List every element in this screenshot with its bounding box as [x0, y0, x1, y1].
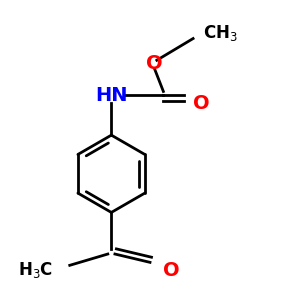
- Text: O: O: [164, 261, 180, 280]
- Text: O: O: [146, 54, 163, 73]
- Text: H$_3$C: H$_3$C: [18, 260, 53, 280]
- Text: HN: HN: [95, 85, 128, 104]
- Text: CH$_3$: CH$_3$: [203, 22, 238, 43]
- Text: O: O: [193, 94, 210, 113]
